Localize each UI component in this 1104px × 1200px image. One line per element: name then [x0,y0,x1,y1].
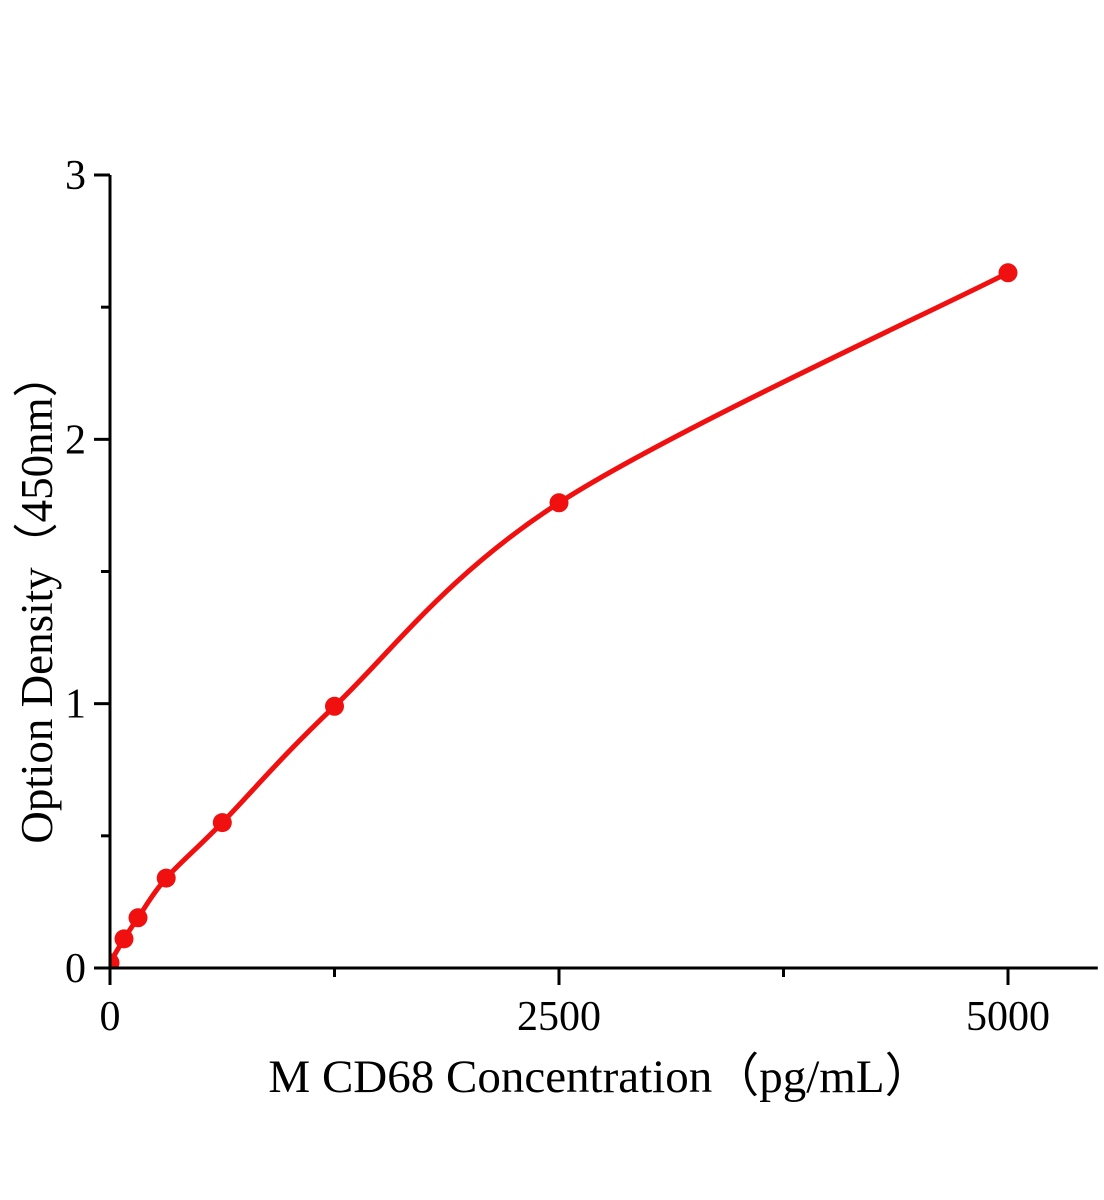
y-tick-label-0: 0 [65,946,86,992]
data-point-x0 [110,953,120,968]
x-axis-title: M CD68 Concentration（pg/mL） [268,1051,931,1103]
y-tick-label-3: 3 [65,153,86,199]
data-point-x5000 [998,263,1018,283]
data-point-x1250 [325,696,344,716]
data-point-x156 [128,908,148,928]
data-series-layer [110,263,1018,968]
y-tick-label-1: 1 [65,682,86,728]
y-axis-title: Option Density（450nm） [12,352,62,843]
x-tick-label-5000: 5000 [966,994,1050,1040]
data-point-x625 [212,813,232,833]
standard-curve-fit-line [110,270,1011,966]
axes-layer: 0 1 2 3 0 2500 5000 [65,153,1098,1040]
data-point-x313 [156,868,176,888]
data-point-x78 [114,929,134,949]
x-tick-label-0: 0 [100,994,121,1040]
data-point-x2500 [549,493,569,513]
x-tick-label-2500: 2500 [517,994,601,1040]
y-tick-label-2: 2 [65,417,86,463]
